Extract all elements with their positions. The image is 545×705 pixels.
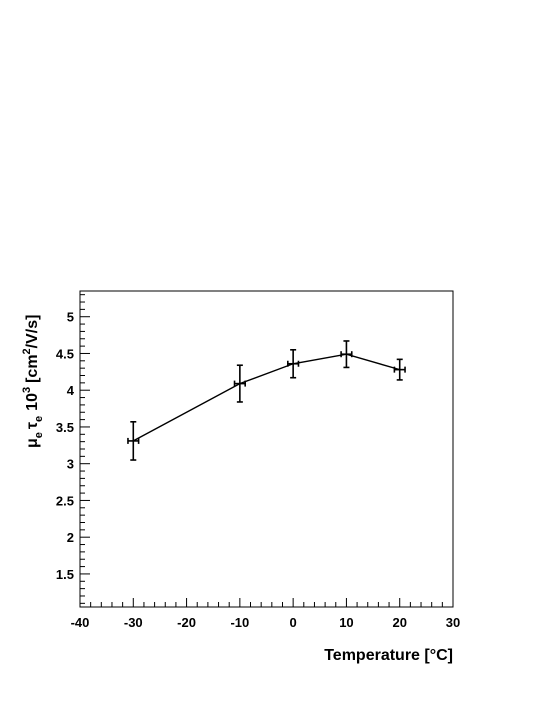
y-label-unit-pre: [cm (24, 354, 41, 382)
y-label-mu: μ (24, 438, 41, 448)
x-tick-label: 20 (392, 615, 406, 630)
y-axis-tick-labels: 1.5 2 2.5 3 3.5 4 4.5 5 (56, 310, 75, 582)
data-point (127, 421, 140, 461)
x-tick-label: 0 (290, 615, 297, 630)
y-tick-label: 2.5 (56, 493, 74, 508)
data-series (127, 340, 406, 461)
y-tick-label: 1.5 (56, 567, 74, 582)
y-tick-label: 4.5 (56, 346, 74, 361)
x-tick-label: -20 (177, 615, 196, 630)
x-axis-tick-labels: -40 -30 -20 -10 0 10 20 30 (71, 615, 461, 630)
y-label-tau: τ (24, 422, 41, 429)
x-tick-label: 10 (339, 615, 353, 630)
y-tick-label: 2 (67, 530, 74, 545)
data-point (287, 348, 300, 379)
y-tick-label: 3.5 (56, 420, 74, 435)
y-tick-label: 4 (67, 383, 75, 398)
y-axis-ticks (80, 294, 90, 604)
x-axis-ticks (79, 598, 454, 607)
x-axis-label: Temperature [°C] (324, 647, 453, 664)
data-point (340, 340, 353, 369)
y-label-tau-sub: e (33, 416, 45, 422)
y-label-mu-sub: e (33, 432, 45, 438)
x-tick-label: -10 (230, 615, 249, 630)
y-tick-label: 5 (67, 310, 74, 325)
data-point (233, 364, 246, 403)
data-point (393, 358, 406, 381)
plot-frame (79, 290, 454, 608)
x-tick-label: -40 (71, 615, 90, 630)
series-line (132, 353, 400, 442)
x-tick-label: 30 (446, 615, 460, 630)
x-tick-label: -30 (124, 615, 143, 630)
y-tick-label: 3 (67, 457, 74, 472)
y-label-exp: 3 (21, 387, 33, 393)
y-label-unit-sup: 2 (21, 348, 33, 354)
y-label-base: 10 (24, 393, 41, 411)
y-axis-label: μeτe103[cm2/V/s] (21, 315, 45, 448)
y-label-unit-post: /V/s] (24, 315, 41, 349)
